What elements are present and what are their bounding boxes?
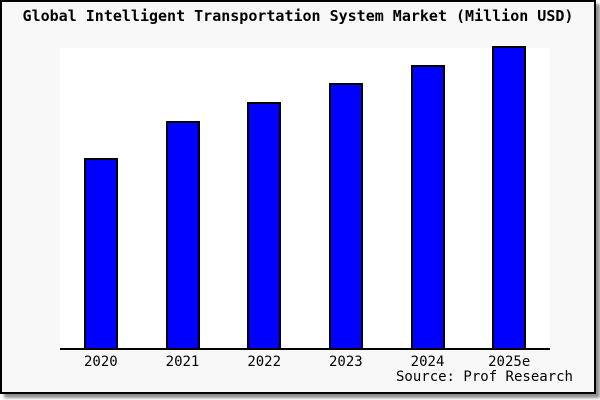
chart-card: Global Intelligent Transportation System…: [0, 0, 596, 394]
bar-slot: [468, 46, 550, 348]
x-tick-label-2022: 2022: [247, 354, 282, 370]
source-text: Source: Prof Research: [395, 369, 573, 385]
x-tick-label-2023: 2023: [328, 354, 363, 370]
x-axis-tick-labels: 2020 2021 2022 2023 2024 2025e: [60, 354, 550, 370]
bar-slot: [387, 48, 469, 348]
bar-2022: [247, 102, 282, 348]
bar-2025e: [492, 46, 527, 348]
bar-slot: [223, 48, 305, 348]
bar-slot: [60, 48, 142, 348]
bar-slot: [142, 48, 224, 348]
bar-2024: [410, 64, 445, 348]
plot-area: [60, 46, 550, 350]
bar-slot: [305, 48, 387, 348]
chart-title: Global Intelligent Transportation System…: [22, 7, 574, 25]
x-tick-label-2020: 2020: [83, 354, 118, 370]
x-tick-label-2021: 2021: [165, 354, 200, 370]
bar-2021: [165, 121, 200, 348]
bar-2023: [328, 82, 363, 348]
bar-2020: [83, 157, 118, 348]
x-tick-label-2024: 2024: [410, 354, 445, 370]
bar-series: [60, 46, 550, 348]
x-tick-label-2025e: 2025e: [488, 354, 531, 370]
